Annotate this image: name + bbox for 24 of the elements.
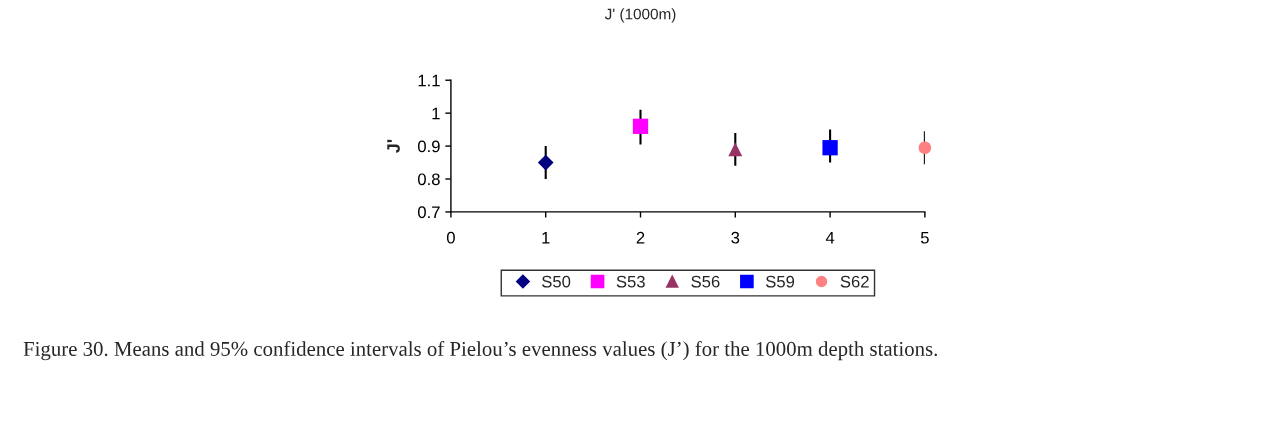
point [728, 142, 743, 157]
x-tick-label: 4 [825, 231, 835, 244]
caption: Figure 30. Means and 95% confidence intervals of Pielou’s evenness values (J’) for the 1000m depth stations. [23, 341, 937, 361]
y-tick-label: 0.9 [417, 140, 440, 153]
y-tick-label: 0.8 [417, 173, 440, 186]
x-tick-label: 1 [542, 231, 550, 244]
legend-label: S50 [542, 275, 571, 288]
y-tick-label: 1.1 [418, 74, 440, 87]
legend-label: S62 [840, 275, 869, 288]
x-tick-label: 2 [636, 231, 645, 244]
legend-label: S53 [616, 275, 645, 288]
y-tick-label: 1 [432, 107, 440, 120]
point [822, 140, 838, 156]
point [918, 141, 932, 154]
legend-label: S56 [691, 275, 720, 288]
point [632, 118, 649, 134]
legend-label: S59 [765, 275, 795, 288]
y-axis-title: J' [387, 139, 400, 153]
x-tick-label: 0 [446, 231, 455, 244]
y-tick-label: 0.7 [417, 206, 440, 219]
chart-title: J' (1000m) [604, 8, 676, 23]
x-tick-label: 5 [920, 231, 929, 244]
x-tick-label: 3 [731, 231, 740, 244]
point [537, 154, 554, 171]
